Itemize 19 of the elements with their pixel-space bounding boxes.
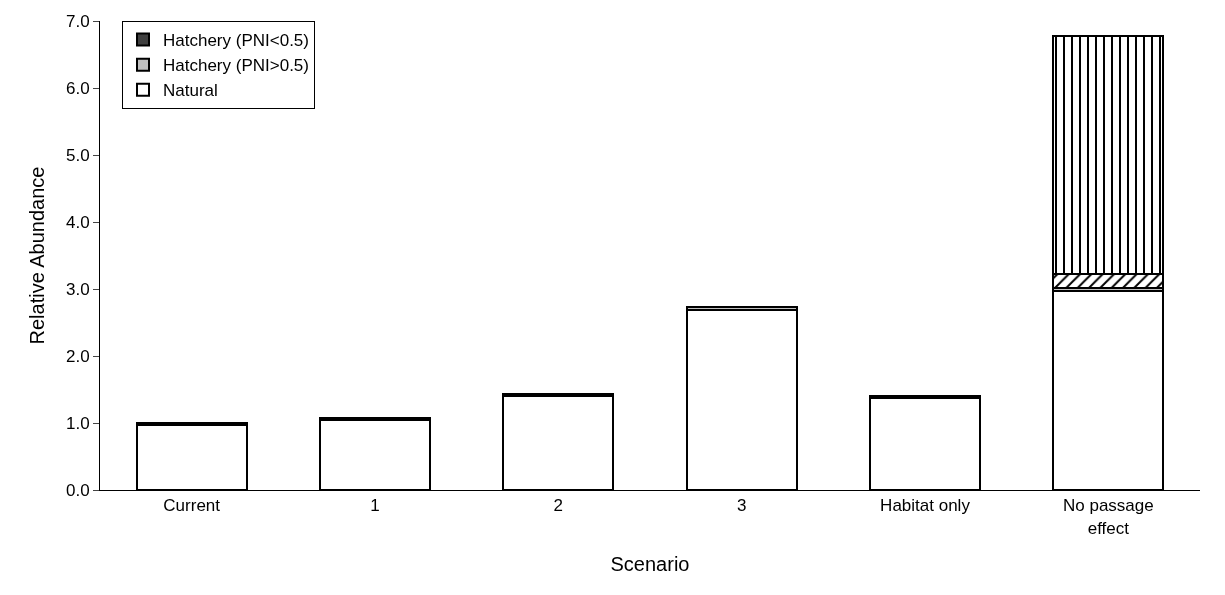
y-tick-label: 4.0 [65,212,90,232]
y-tick-label: 3.0 [65,279,90,299]
x-tick-label: 1 [370,496,380,516]
x-tick-label: 3 [736,496,747,516]
y-axis-title: Relative Abundance [26,166,49,345]
legend-label: Natural [163,81,218,101]
y-tick-label: 5.0 [65,145,90,165]
x-tick-label: Current [163,496,221,516]
legend-label: Hatchery (PNI>0.5) [163,56,309,76]
y-tick-label: 7.0 [65,11,90,31]
y-tick-label: 6.0 [65,78,90,98]
x-tick-label: Habitat only [880,496,971,516]
x-axis-title: Scenario [610,553,690,575]
x-tick-label: No passage effect [1062,496,1154,538]
y-tick-label: 0.0 [65,480,90,500]
legend-label: Hatchery (PNI<0.5) [163,31,309,51]
x-tick-label: 2 [553,496,564,516]
y-tick-label: 2.0 [65,346,90,366]
y-tick-label: 1.0 [65,413,90,433]
